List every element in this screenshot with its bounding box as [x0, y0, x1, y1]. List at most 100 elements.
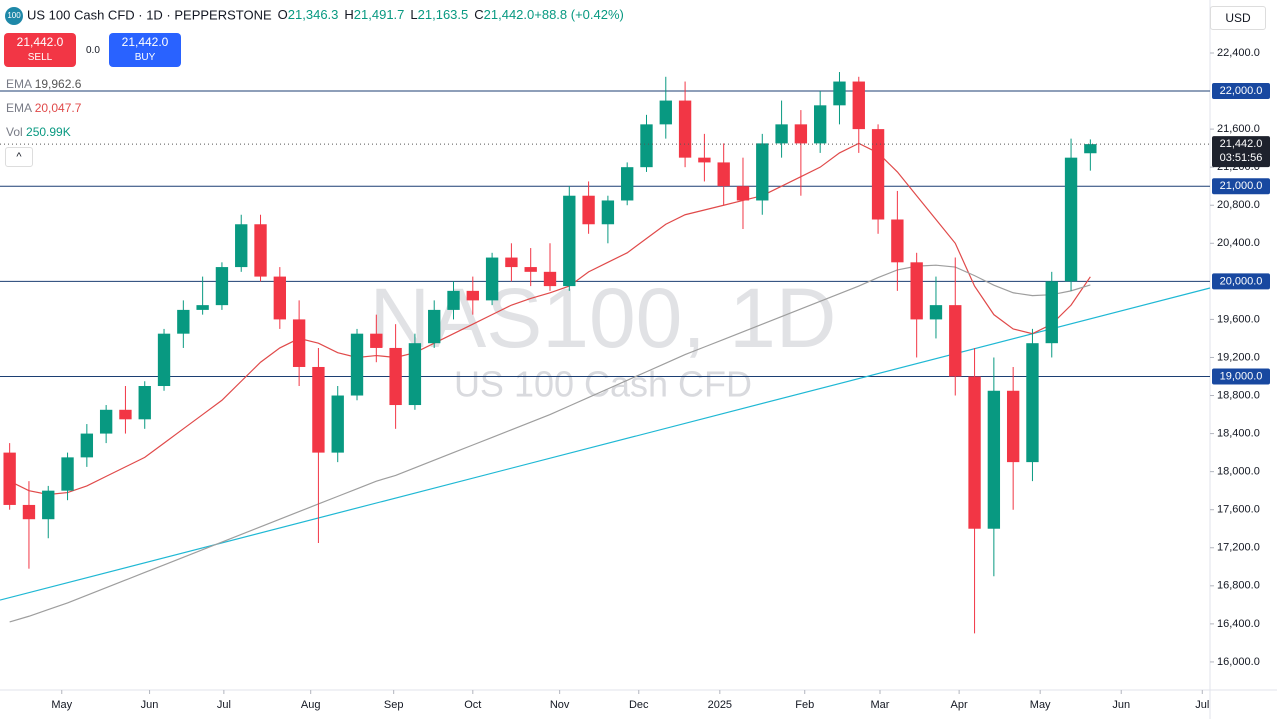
watermark: NAS100, 1D: [370, 271, 837, 365]
candle-body: [505, 257, 518, 268]
candle-body: [1026, 343, 1039, 463]
candle-body: [292, 319, 306, 367]
ohlc-item: +88.8 (+0.42%): [534, 7, 624, 23]
y-tick-label: 19,200.0: [1217, 351, 1260, 363]
candle-body: [42, 490, 55, 520]
x-tick-label: May: [1030, 699, 1051, 711]
candle-body: [833, 81, 846, 106]
trendline: [0, 287, 1211, 601]
level-label-box: [1212, 83, 1270, 100]
ema-line: [9, 142, 1091, 496]
candle-body: [736, 186, 750, 201]
candle-body: [80, 433, 94, 458]
price-axis: [1210, 0, 1277, 719]
ohlc-item: C: [474, 7, 484, 23]
candle-body: [756, 143, 769, 201]
candle-body: [678, 100, 692, 158]
candle-body: [119, 409, 132, 420]
candle-body: [331, 395, 344, 453]
x-tick-label: 2025: [708, 699, 732, 711]
candle-body: [871, 129, 885, 220]
currency-button[interactable]: USD: [1210, 6, 1266, 30]
y-tick-label: 20,400.0: [1217, 237, 1260, 249]
x-tick-label: Jul: [1195, 699, 1209, 711]
ohlc-item: 21,346.3: [287, 7, 339, 23]
x-tick-label: May: [51, 699, 72, 711]
candle-body: [659, 100, 672, 125]
header: 100 US 100 Cash CFD · 1D · PEPPERSTONE O21…: [5, 7, 624, 25]
level-label: 19,000.0: [1220, 370, 1263, 382]
candle-body: [717, 162, 730, 187]
candle-body: [196, 305, 209, 310]
last-price-label: 21,442.0: [1220, 138, 1263, 150]
last-price-box: [1212, 136, 1270, 168]
x-tick-label: Dec: [629, 699, 649, 711]
x-tick-label: Apr: [951, 699, 968, 711]
candle-body: [621, 167, 634, 201]
symbol[interactable]: US 100 Cash CFD · 1D · PEPPERSTONE: [27, 7, 272, 23]
x-tick-label: Feb: [795, 699, 814, 711]
y-tick-label: 18,000.0: [1217, 466, 1260, 478]
ohlc: O21,346.3 H21,491.7 L21,163.5 C21,442.0+88.…: [272, 7, 624, 22]
candle-body: [852, 81, 865, 130]
indicator-name: EMA: [6, 101, 32, 115]
ohlc-item: H: [344, 7, 354, 23]
x-tick-label: Mar: [871, 699, 890, 711]
ohlc-item: L: [410, 7, 418, 23]
candle-body: [775, 124, 788, 144]
candle-body: [157, 333, 171, 387]
level-label-box: [1212, 368, 1270, 385]
x-tick-label: Nov: [550, 699, 570, 711]
buy-label: BUY: [134, 52, 156, 63]
y-tick-label: 16,800.0: [1217, 580, 1260, 592]
indicator-name: EMA: [6, 77, 32, 91]
candle-body: [949, 305, 962, 377]
level-label-box: [1212, 178, 1270, 195]
collapse-button[interactable]: ^: [5, 147, 33, 167]
sell-price: 21,442.0: [16, 35, 64, 49]
candle-body: [891, 219, 904, 263]
candle-body: [428, 309, 441, 344]
ohlc-item: 21,163.5: [417, 7, 469, 23]
y-tick-label: 21,600.0: [1217, 123, 1260, 135]
level-label: 21,000.0: [1220, 180, 1263, 192]
candle-body: [1084, 144, 1097, 154]
level-label: 20,000.0: [1220, 275, 1263, 287]
indicator[interactable]: EMA 20,047.7: [6, 101, 81, 115]
candle-body: [1064, 157, 1078, 282]
candle-body: [1045, 281, 1058, 344]
candle-body: [968, 376, 981, 529]
candle-body: [235, 224, 248, 268]
indicator[interactable]: Vol 250.99K: [6, 125, 71, 139]
candle-body: [910, 262, 923, 320]
y-tick-label: 18,800.0: [1217, 389, 1260, 401]
candle-body: [466, 290, 479, 301]
ohlc-item: 21,491.7: [353, 7, 405, 23]
candle-body: [350, 333, 364, 396]
candle-body: [524, 267, 537, 272]
ohlc-item: 21,442.0: [483, 7, 535, 23]
x-tick-label: Aug: [301, 699, 321, 711]
sell-button[interactable]: 21,442.0 SELL: [4, 33, 76, 67]
candle-body: [814, 105, 827, 144]
level-label-box: [1212, 273, 1270, 290]
y-tick-label: 22,400.0: [1217, 47, 1260, 59]
y-tick-label: 17,200.0: [1217, 542, 1260, 554]
candle-body: [987, 390, 1001, 529]
buy-button[interactable]: 21,442.0 BUY: [109, 33, 181, 67]
candle-body: [929, 305, 943, 320]
watermark-sub: US 100 Cash CFD: [454, 364, 752, 405]
symbol-icon: 100: [5, 7, 23, 25]
candle-body: [698, 157, 711, 163]
candle-body: [215, 267, 229, 306]
level-label: 22,000.0: [1220, 85, 1263, 97]
candle-body: [370, 333, 383, 348]
candle-body: [254, 224, 267, 277]
candle-body: [563, 195, 576, 287]
candle-body: [138, 386, 151, 420]
sell-label: SELL: [27, 52, 53, 63]
candle-body: [543, 271, 557, 287]
indicator[interactable]: EMA 19,962.6: [6, 77, 81, 91]
ema-line: [9, 264, 1091, 623]
